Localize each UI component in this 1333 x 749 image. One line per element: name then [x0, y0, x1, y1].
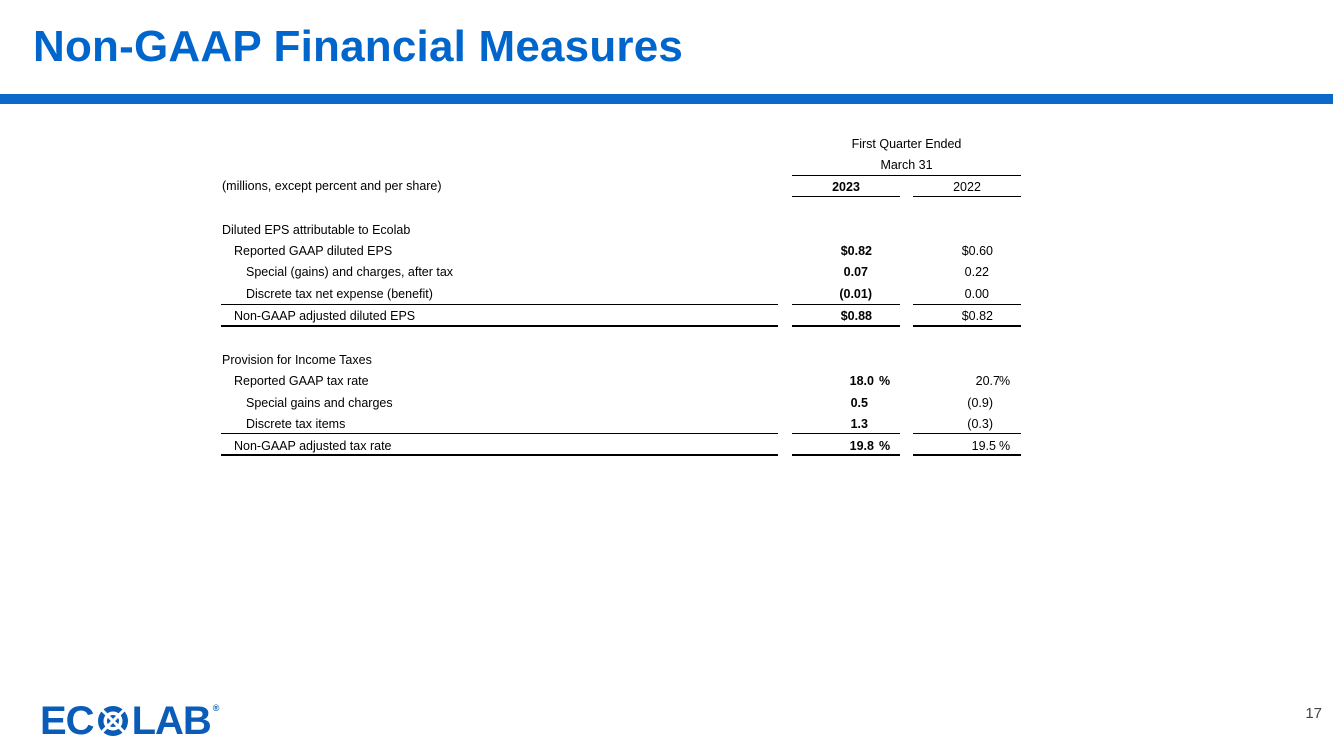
total-rule [913, 454, 1021, 456]
value-2023: 1.3 [850, 417, 868, 431]
value-2023: 0.07 [843, 265, 868, 279]
value-2022: (0.9) [967, 396, 993, 410]
value-2023: 0.5 [850, 396, 868, 410]
value-2022: $0.60 [961, 244, 993, 258]
page-number: 17 [1305, 705, 1322, 722]
percent-sign: % [879, 374, 891, 388]
logo-text-right: LAB [131, 699, 212, 743]
registered-mark: ® [212, 703, 220, 713]
column-header-2023: 2023 [832, 180, 860, 194]
value-2022: $0.82 [961, 309, 993, 323]
value-2023: 18.0 [849, 374, 874, 388]
row-label: Special gains and charges [246, 396, 393, 410]
total-rule [221, 325, 778, 327]
percent-sign: % [879, 439, 891, 453]
percent-sign: % [999, 439, 1011, 453]
period-header-date: March 31 [880, 158, 933, 172]
units-label: (millions, except percent and per share) [222, 179, 442, 193]
slide-title: Non-GAAP Financial Measures [33, 22, 684, 71]
section-title-eps: Diluted EPS attributable to Ecolab [222, 223, 411, 237]
row-label: Discrete tax net expense (benefit) [246, 287, 433, 301]
header-rule [792, 175, 1021, 176]
total-rule [792, 325, 900, 327]
value-2023: $0.82 [840, 244, 872, 258]
row-label: Reported GAAP tax rate [234, 374, 369, 388]
value-2023: 19.8 [849, 439, 874, 453]
total-rule [792, 454, 900, 456]
subtotal-rule [792, 433, 900, 434]
value-2022: 0.00 [964, 287, 989, 301]
subtotal-rule [913, 304, 1021, 305]
column-header-2022: 2022 [953, 180, 981, 194]
subtotal-rule [913, 433, 1021, 434]
value-2022: 20.7 [975, 374, 1000, 388]
column-rule-2023 [792, 196, 900, 197]
ecolab-logo: EC LAB ® [40, 699, 220, 743]
row-label: Reported GAAP diluted EPS [234, 244, 393, 258]
value-2023: $0.88 [840, 309, 872, 323]
value-2022: 0.22 [964, 265, 989, 279]
value-2023: (0.01) [839, 287, 872, 301]
logo-wheel-icon [95, 704, 131, 738]
subtotal-rule [221, 304, 778, 305]
row-label: Special (gains) and charges, after tax [246, 265, 454, 279]
percent-sign: % [999, 374, 1011, 388]
total-rule [913, 325, 1021, 327]
logo-text-left: EC [40, 699, 95, 743]
row-label: Discrete tax items [246, 417, 346, 431]
row-label: Non-GAAP adjusted diluted EPS [234, 309, 416, 323]
row-label: Non-GAAP adjusted tax rate [234, 439, 392, 453]
subtotal-rule [221, 433, 778, 434]
section-title-tax: Provision for Income Taxes [222, 353, 372, 367]
title-accent-bar [0, 94, 1333, 104]
total-rule [221, 454, 778, 456]
subtotal-rule [792, 304, 900, 305]
value-2022: 19.5 [971, 439, 996, 453]
period-header: First Quarter Ended [851, 137, 962, 151]
column-rule-2022 [913, 196, 1021, 197]
value-2022: (0.3) [967, 417, 993, 431]
